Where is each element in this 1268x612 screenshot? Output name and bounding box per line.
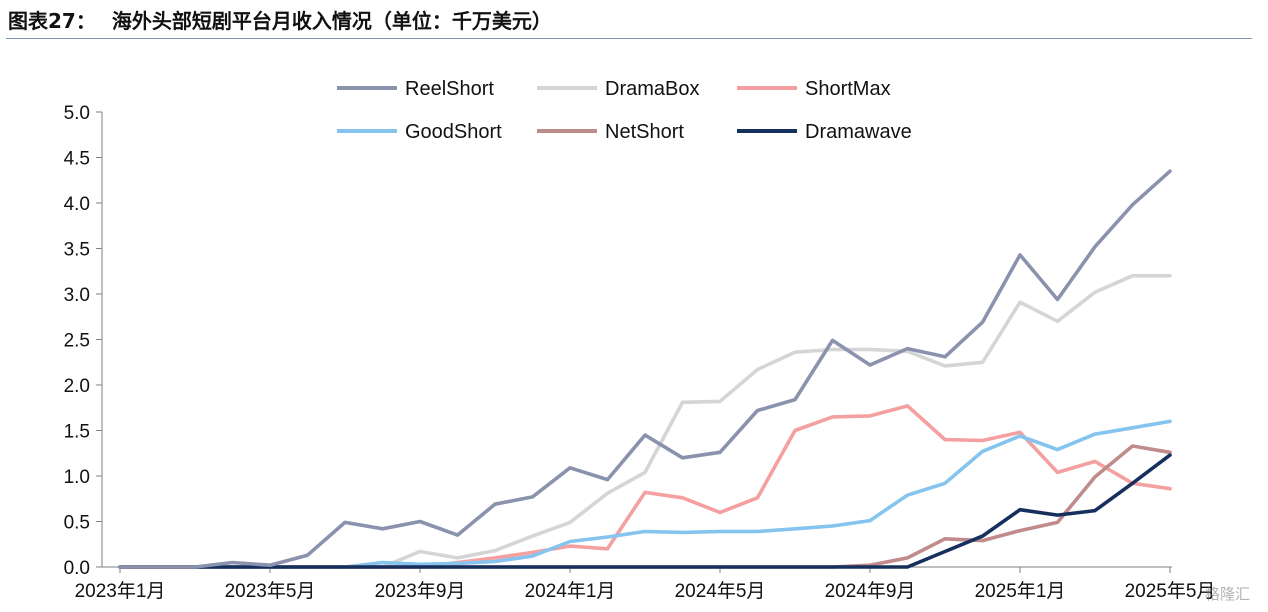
legend-label: NetShort (605, 121, 684, 143)
legend-item-shortmax: ShortMax (737, 78, 891, 100)
figure-number: 图表27： (8, 9, 96, 33)
y-axis: 0.0 0.5 1.0 1.5 2.0 2.5 3.0 3.5 4.0 4.5 5.0 (64, 103, 103, 579)
x-tick-label: 2025年1月 (975, 580, 1066, 602)
y-tick-label: 4.0 (64, 194, 90, 215)
y-tick-label: 5.0 (64, 103, 90, 124)
x-tick-label: 2023年9月 (375, 580, 466, 602)
x-tick-label: 2025年5月 (1125, 580, 1216, 602)
y-tick-label: 3.5 (64, 240, 90, 261)
x-tick-label: 2023年5月 (225, 580, 316, 602)
watermark: 格隆汇 (1204, 585, 1250, 603)
title-divider (6, 38, 1252, 39)
y-tick-label: 0.0 (64, 558, 90, 579)
legend-label: GoodShort (405, 121, 502, 143)
y-tick-label: 0.5 (64, 513, 90, 534)
figure-title-text: 海外头部短剧平台月收入情况（单位：千万美元） (111, 9, 552, 33)
legend-item-dramabox: DramaBox (537, 78, 699, 100)
series-line-shortmax (118, 404, 1172, 569)
y-tick-label: 2.0 (64, 376, 90, 397)
series-line-reelshort (118, 169, 1172, 569)
series-line-netshort (118, 444, 1172, 569)
legend-label: DramaBox (605, 78, 699, 100)
y-tick-label: 1.5 (64, 422, 90, 443)
x-axis: 2023年1月 2023年5月 2023年9月 2024年1月 2024年5月 2024年… (75, 566, 1216, 602)
legend-item-dramawave: Dramawave (737, 121, 912, 143)
y-tick-label: 2.5 (64, 331, 90, 352)
x-tick-label: 2024年5月 (675, 580, 766, 602)
legend-label: ReelShort (405, 78, 494, 100)
legend: ReelShort DramaBox ShortMax GoodShort NetSho… (337, 78, 912, 143)
y-tick-label: 4.5 (64, 149, 90, 170)
plot-area (118, 169, 1172, 569)
figure-title: 图表27： 海外头部短剧平台月收入情况（单位：千万美元） (8, 6, 552, 36)
legend-label: ShortMax (805, 78, 891, 100)
legend-label: Dramawave (805, 121, 912, 143)
y-tick-label: 1.0 (64, 467, 90, 488)
x-tick-label: 2024年9月 (825, 580, 916, 602)
series-line-dramawave (118, 453, 1172, 569)
y-tick-label: 3.0 (64, 285, 90, 306)
series-line-dramabox (118, 273, 1172, 569)
legend-item-netshort: NetShort (537, 121, 684, 143)
x-tick-label: 2024年1月 (525, 580, 616, 602)
legend-item-reelshort: ReelShort (337, 78, 494, 100)
x-tick-label: 2023年1月 (75, 580, 166, 602)
legend-item-goodshort: GoodShort (337, 121, 502, 143)
